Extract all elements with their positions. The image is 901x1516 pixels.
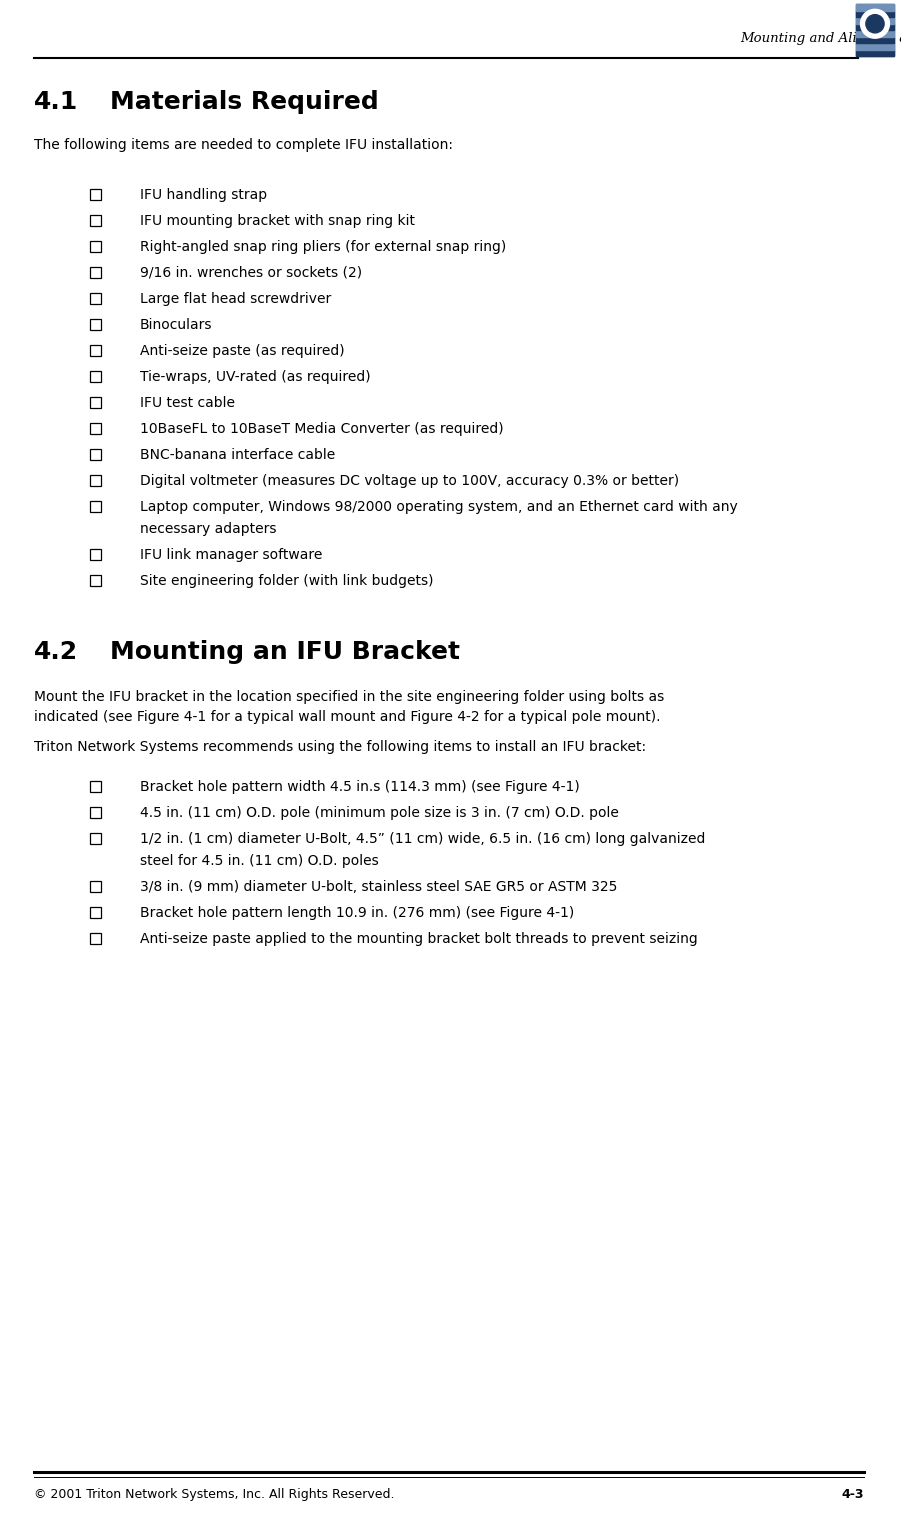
Bar bbox=[856, 24, 894, 30]
Bar bbox=[90, 423, 101, 434]
Bar bbox=[90, 881, 101, 891]
Text: Bracket hole pattern width 4.5 in.s (114.3 mm) (see Figure 4-1): Bracket hole pattern width 4.5 in.s (114… bbox=[140, 781, 579, 794]
Bar bbox=[90, 293, 101, 305]
Text: IFU test cable: IFU test cable bbox=[140, 396, 235, 409]
Text: Mount the IFU bracket in the location specified in the site engineering folder u: Mount the IFU bracket in the location sp… bbox=[34, 690, 664, 703]
Text: IFU mounting bracket with snap ring kit: IFU mounting bracket with snap ring kit bbox=[140, 214, 415, 227]
Text: Large flat head screwdriver: Large flat head screwdriver bbox=[140, 293, 332, 306]
Bar bbox=[90, 346, 101, 356]
Text: Mounting and Aligning an IFU: Mounting and Aligning an IFU bbox=[740, 32, 901, 45]
Bar bbox=[90, 907, 101, 919]
Text: Tie-wraps, UV-rated (as required): Tie-wraps, UV-rated (as required) bbox=[140, 370, 370, 384]
Bar bbox=[856, 11, 894, 17]
Bar bbox=[856, 50, 894, 56]
Text: The following items are needed to complete IFU installation:: The following items are needed to comple… bbox=[34, 138, 453, 152]
Text: Mounting an IFU Bracket: Mounting an IFU Bracket bbox=[110, 640, 460, 664]
Text: Bracket hole pattern length 10.9 in. (276 mm) (see Figure 4-1): Bracket hole pattern length 10.9 in. (27… bbox=[140, 907, 574, 920]
Text: © 2001 Triton Network Systems, Inc. All Rights Reserved.: © 2001 Triton Network Systems, Inc. All … bbox=[34, 1489, 395, 1501]
Text: Right-angled snap ring pliers (for external snap ring): Right-angled snap ring pliers (for exter… bbox=[140, 240, 506, 255]
Text: IFU link manager software: IFU link manager software bbox=[140, 547, 323, 562]
Text: 3/8 in. (9 mm) diameter U-bolt, stainless steel SAE GR5 or ASTM 325: 3/8 in. (9 mm) diameter U-bolt, stainles… bbox=[140, 879, 617, 894]
Text: Laptop computer, Windows 98/2000 operating system, and an Ethernet card with any: Laptop computer, Windows 98/2000 operati… bbox=[140, 500, 738, 514]
Text: 1/2 in. (1 cm) diameter U-Bolt, 4.5” (11 cm) wide, 6.5 in. (16 cm) long galvaniz: 1/2 in. (1 cm) diameter U-Bolt, 4.5” (11… bbox=[140, 832, 705, 846]
Text: Anti-seize paste applied to the mounting bracket bolt threads to prevent seizing: Anti-seize paste applied to the mounting… bbox=[140, 932, 697, 946]
Bar bbox=[90, 781, 101, 791]
Bar bbox=[90, 575, 101, 587]
Text: Anti-seize paste (as required): Anti-seize paste (as required) bbox=[140, 344, 344, 358]
Text: 4.2: 4.2 bbox=[34, 640, 78, 664]
Bar bbox=[90, 190, 101, 200]
Text: BNC-banana interface cable: BNC-banana interface cable bbox=[140, 449, 335, 462]
Bar bbox=[856, 36, 894, 42]
Bar bbox=[856, 30, 894, 36]
Bar bbox=[90, 549, 101, 559]
Bar bbox=[856, 5, 894, 56]
Text: Binoculars: Binoculars bbox=[140, 318, 213, 332]
Bar bbox=[90, 449, 101, 459]
Text: 4-3: 4-3 bbox=[842, 1489, 864, 1501]
Bar bbox=[90, 215, 101, 226]
Text: Digital voltmeter (measures DC voltage up to 100V, accuracy 0.3% or better): Digital voltmeter (measures DC voltage u… bbox=[140, 475, 679, 488]
Text: 4.1: 4.1 bbox=[34, 89, 78, 114]
Bar bbox=[90, 318, 101, 330]
Circle shape bbox=[866, 15, 884, 33]
Text: Triton Network Systems recommends using the following items to install an IFU br: Triton Network Systems recommends using … bbox=[34, 740, 646, 753]
Text: indicated (see Figure 4-1 for a typical wall mount and Figure 4-2 for a typical : indicated (see Figure 4-1 for a typical … bbox=[34, 709, 660, 725]
Bar bbox=[90, 371, 101, 382]
Bar bbox=[90, 500, 101, 512]
Bar bbox=[90, 475, 101, 487]
Bar bbox=[90, 241, 101, 252]
Circle shape bbox=[860, 9, 889, 38]
Bar bbox=[856, 17, 894, 24]
Text: Site engineering folder (with link budgets): Site engineering folder (with link budge… bbox=[140, 575, 433, 588]
Bar bbox=[90, 932, 101, 944]
Bar bbox=[90, 807, 101, 819]
Text: IFU handling strap: IFU handling strap bbox=[140, 188, 267, 202]
Text: 10BaseFL to 10BaseT Media Converter (as required): 10BaseFL to 10BaseT Media Converter (as … bbox=[140, 421, 504, 437]
Text: 9/16 in. wrenches or sockets (2): 9/16 in. wrenches or sockets (2) bbox=[140, 265, 362, 280]
Bar bbox=[90, 397, 101, 408]
Bar bbox=[90, 267, 101, 277]
Text: steel for 4.5 in. (11 cm) O.D. poles: steel for 4.5 in. (11 cm) O.D. poles bbox=[140, 854, 378, 869]
Bar bbox=[90, 832, 101, 844]
Bar bbox=[856, 42, 894, 50]
Bar bbox=[856, 5, 894, 11]
Text: necessary adapters: necessary adapters bbox=[140, 522, 277, 537]
Text: 4.5 in. (11 cm) O.D. pole (minimum pole size is 3 in. (7 cm) O.D. pole: 4.5 in. (11 cm) O.D. pole (minimum pole … bbox=[140, 807, 619, 820]
Text: Materials Required: Materials Required bbox=[110, 89, 378, 114]
